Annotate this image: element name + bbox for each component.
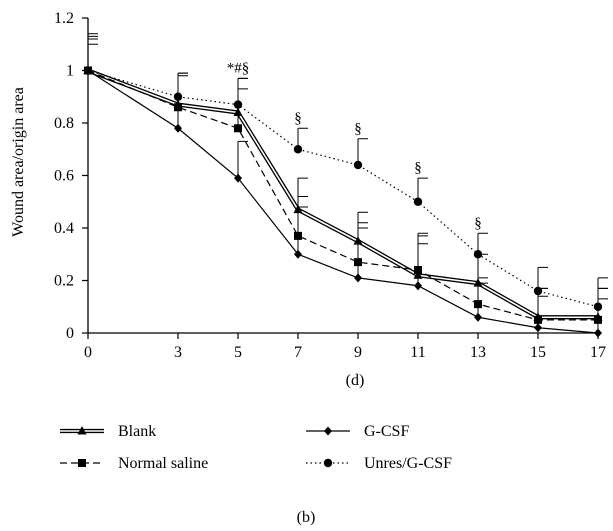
- figure-caption: (b): [297, 509, 316, 526]
- data-point-triangle: [293, 204, 303, 214]
- legend-label: Unres/G-CSF: [364, 455, 452, 472]
- x-tick-label: 5: [234, 344, 242, 361]
- data-point-diamond: [174, 123, 182, 133]
- y-tick-label: 0.6: [54, 168, 74, 185]
- data-point-diamond: [474, 312, 482, 322]
- annotation-label: *#§: [227, 60, 250, 76]
- data-point-square: [534, 315, 542, 324]
- y-tick-label: 1: [66, 63, 74, 80]
- data-point-circle: [83, 66, 93, 75]
- series-markers: [83, 65, 603, 338]
- data-point-circle: [473, 250, 483, 259]
- x-tick-label: 0: [84, 344, 92, 361]
- annotation-label: §: [354, 121, 362, 137]
- y-tick-label: 0.2: [54, 273, 74, 290]
- x-tick-label: 3: [174, 344, 182, 361]
- data-point-diamond: [234, 173, 242, 183]
- data-point-diamond: [594, 328, 602, 338]
- series-line-diamond: [87, 69, 599, 334]
- axes: 0 0.2 0.4 0.6 0.8 1 1.2 0 3 5 7 9 11 13 15 17: [54, 10, 606, 361]
- data-point-square: [414, 266, 422, 274]
- data-point-square: [594, 315, 602, 324]
- data-point-circle: [353, 160, 363, 170]
- data-point-triangle: [473, 278, 483, 287]
- legend-swatch-marker: [323, 458, 333, 468]
- significance-annotations: *#§ § § § §: [227, 60, 482, 231]
- legend-label: Normal saline: [118, 455, 208, 472]
- y-axis-label: Wound area/origin area: [10, 87, 27, 237]
- x-tick-label: 15: [530, 344, 546, 361]
- annotation-label: §: [474, 215, 482, 231]
- series-line-square: [87, 69, 598, 321]
- data-point-circle: [173, 92, 183, 101]
- data-point-square: [174, 103, 182, 112]
- annotation-label: §: [294, 110, 302, 126]
- data-point-square: [234, 124, 242, 133]
- data-point-square: [294, 231, 302, 240]
- legend-swatch-marker: [77, 426, 87, 435]
- x-axis-label: (d): [346, 372, 365, 389]
- data-point-circle: [593, 302, 603, 311]
- data-point-circle: [533, 286, 543, 296]
- data-point-circle: [413, 197, 423, 206]
- data-point-triangle: [353, 236, 363, 245]
- y-tick-label: 1.2: [54, 10, 74, 27]
- x-tick-label: 9: [354, 344, 362, 361]
- legend-swatch-marker: [324, 426, 332, 436]
- data-point-diamond: [534, 323, 542, 333]
- y-tick-label: 0: [66, 325, 74, 342]
- y-tick-label: 0.8: [54, 115, 74, 132]
- y-tick-label: 0.4: [54, 220, 74, 237]
- legend-label: Blank: [118, 423, 156, 440]
- legend: Blank Normal saline G-CSF Unres/G-CSF: [60, 423, 452, 472]
- x-tick-label: 13: [470, 344, 486, 361]
- error-bars: [87, 33, 608, 333]
- data-point-circle: [233, 100, 243, 109]
- data-point-square: [354, 258, 362, 267]
- data-point-square: [474, 300, 482, 309]
- x-tick-label: 17: [590, 344, 606, 361]
- data-point-triangle: [233, 107, 243, 116]
- annotation-label: §: [414, 160, 422, 176]
- legend-label: G-CSF: [364, 423, 409, 440]
- x-tick-label: 11: [410, 344, 425, 361]
- series-line-circle: [87, 69, 599, 308]
- data-point-diamond: [414, 281, 422, 291]
- data-point-diamond: [354, 273, 362, 283]
- x-tick-label: 7: [294, 344, 302, 361]
- data-point-diamond: [294, 249, 302, 259]
- legend-swatch-marker: [78, 459, 86, 467]
- data-point-circle: [293, 145, 303, 154]
- data-point-triangle: [413, 270, 423, 279]
- series-lines: [87, 68, 599, 334]
